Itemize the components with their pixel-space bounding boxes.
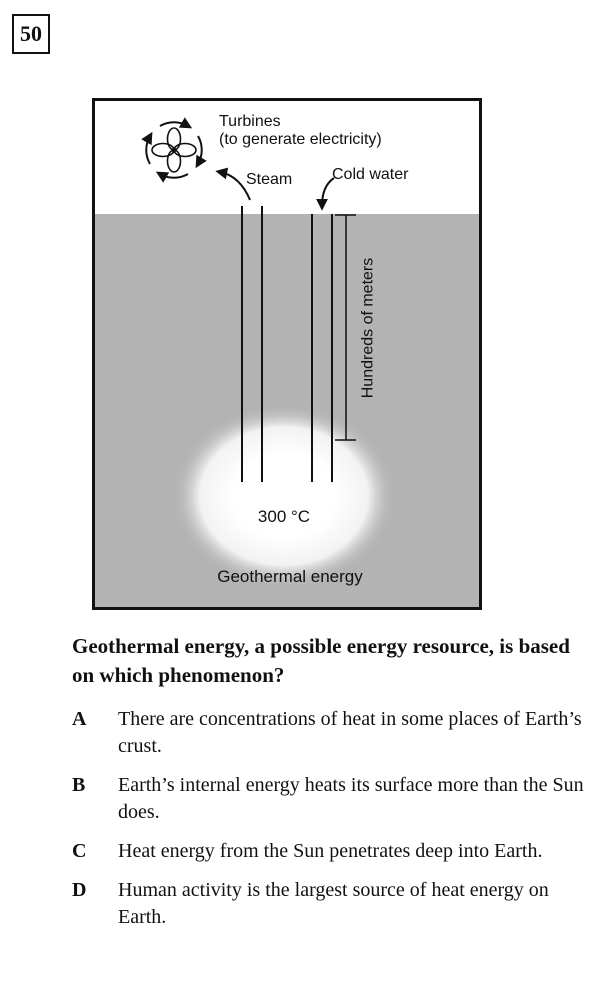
temperature-label: 300 °C (258, 507, 310, 526)
choice-a[interactable]: A There are concentrations of heat in so… (72, 706, 592, 760)
sky-area (92, 98, 482, 214)
choice-letter: C (72, 840, 87, 862)
choice-text: Earth’s internal energy heats its surfac… (118, 774, 584, 823)
turbines-sublabel: (to generate electricity) (219, 131, 382, 148)
choice-b[interactable]: B Earth’s internal energy heats its surf… (72, 772, 592, 826)
geothermal-diagram-svg: Hundreds of meters Turbines (to generate… (92, 98, 482, 610)
turbines-label: Turbines (219, 113, 281, 130)
depth-label: Hundreds of meters (360, 258, 377, 399)
choice-text: There are concentrations of heat in some… (118, 708, 582, 757)
question-number: 50 (12, 14, 50, 54)
geothermal-diagram: Hundreds of meters Turbines (to generate… (92, 98, 482, 610)
question-text: Geothermal energy, a possible energy res… (72, 634, 570, 687)
choice-c[interactable]: C Heat energy from the Sun penetrates de… (72, 838, 592, 865)
choice-d[interactable]: D Human activity is the largest source o… (72, 877, 592, 931)
choice-letter: A (72, 708, 87, 730)
heat-glow (172, 404, 396, 588)
diagram-frame (92, 98, 482, 610)
cold-water-label: Cold water (332, 166, 409, 183)
cold-water-arrow (316, 177, 335, 211)
geothermal-energy-label: Geothermal energy (217, 567, 363, 586)
choice-text: Human activity is the largest source of … (118, 879, 549, 928)
steam-label: Steam (246, 171, 292, 188)
answer-choices: A There are concentrations of heat in so… (72, 706, 592, 943)
turbine-icon (141, 117, 207, 183)
steam-arrow (215, 167, 251, 201)
choice-letter: B (72, 774, 86, 796)
choice-letter: D (72, 879, 87, 901)
choice-text: Heat energy from the Sun penetrates deep… (118, 840, 543, 862)
